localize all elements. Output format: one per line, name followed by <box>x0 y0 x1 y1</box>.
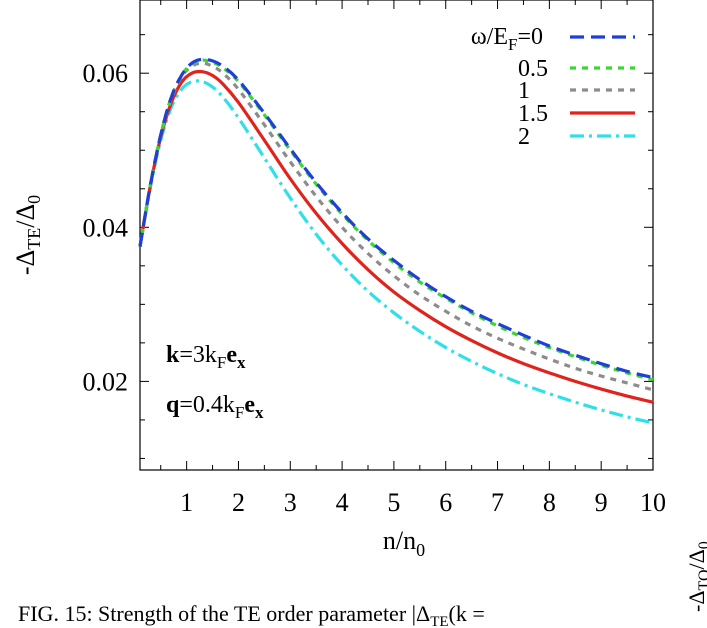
axis-ticks: 1 2 3 4 5 6 7 8 9 10 0.02 0.04 0.06 <box>83 0 666 517</box>
series-line-1 <box>138 57 654 380</box>
figure-caption: FIG. 15: Strength of the TE order parame… <box>18 601 485 628</box>
y-tick-label: 0.06 <box>83 59 129 88</box>
y-label-mid: /Δ <box>11 204 40 228</box>
plot-frame <box>139 0 654 471</box>
series-line-4 <box>138 69 654 404</box>
x-tick-label: 3 <box>284 488 297 517</box>
series-line-3 <box>138 61 654 392</box>
legend-label: 1.5 <box>518 101 548 127</box>
legend-title-main: ω/E <box>471 24 508 50</box>
y-axis-label: -ΔTE/Δ0 <box>11 195 44 275</box>
series-line-2 <box>138 58 654 382</box>
legend-title-suffix: =0 <box>517 24 543 50</box>
x-tick-label: 9 <box>595 488 608 517</box>
legend-label: 1 <box>518 78 530 104</box>
legend-label: 0.5 <box>518 56 548 82</box>
y-tick-label: 0.04 <box>83 213 129 242</box>
x-tick-label: 10 <box>640 488 666 517</box>
y-label-sub: TE <box>24 228 44 250</box>
x-tick-label: 7 <box>491 488 504 517</box>
legend-items: 0.511.52 <box>518 35 635 150</box>
annotation-k: k=3kFex <box>166 342 246 372</box>
x-tick-label: 6 <box>439 488 452 517</box>
y-label-prefix: -Δ <box>11 250 40 275</box>
x-tick-label: 2 <box>232 488 245 517</box>
legend: ω/EF=0 0.511.52 <box>471 24 635 150</box>
annotation-q: q=0.4kFex <box>166 392 264 422</box>
x-label-main: n/n <box>383 526 416 555</box>
y-tick-label: 0.02 <box>83 367 129 396</box>
x-tick-label: 5 <box>387 488 400 517</box>
x-tick-label: 8 <box>543 488 556 517</box>
x-axis-label: n/n0 <box>383 526 425 560</box>
x-tick-label: 4 <box>336 488 349 517</box>
x-tick-label: 1 <box>180 488 193 517</box>
legend-label: 2 <box>518 124 530 150</box>
legend-title-sub: F <box>508 35 517 54</box>
edge-label: -ΔTO/Δ0 <box>684 541 707 612</box>
y-label-sub2: 0 <box>24 195 44 204</box>
x-label-sub: 0 <box>416 540 425 560</box>
series-line-5 <box>138 79 654 425</box>
legend-title: ω/EF=0 <box>471 24 543 54</box>
series-layer <box>138 57 654 425</box>
